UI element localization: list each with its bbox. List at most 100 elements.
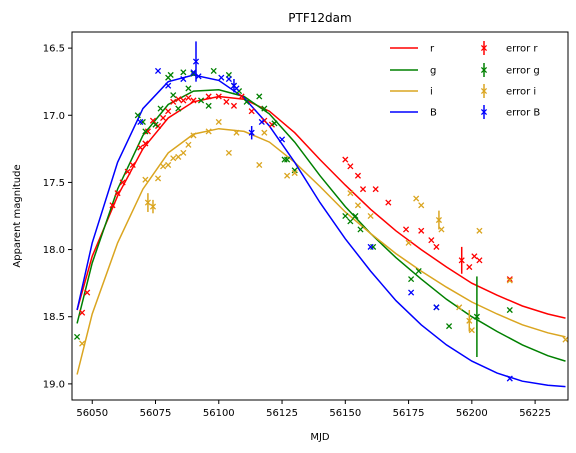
data-point (261, 105, 268, 112)
y-axis-label: Apparent magnitude (12, 164, 23, 267)
data-point (180, 75, 187, 83)
x-tick-label: 56075 (140, 408, 172, 419)
data-point (154, 175, 162, 182)
legend-marker-error-g (480, 66, 488, 74)
data-point (170, 98, 177, 105)
data-point (180, 149, 187, 156)
data-point (114, 190, 121, 197)
fit-curve-g (76, 89, 566, 362)
data-point (506, 306, 513, 314)
fit-curve-r (76, 95, 566, 319)
fit-curve-B (76, 74, 566, 388)
data-point (195, 73, 202, 80)
data-point (468, 327, 475, 334)
x-axis-label: MJD (310, 432, 330, 443)
data-point (418, 227, 425, 234)
series-error-B (137, 41, 513, 382)
data-point (291, 169, 298, 177)
data-point (284, 156, 291, 163)
data-point (562, 336, 568, 343)
data-point (347, 163, 354, 170)
data-point (476, 227, 483, 234)
data-point (367, 212, 374, 220)
data-point (175, 153, 182, 160)
series-error-i (79, 118, 568, 347)
data-point (359, 186, 367, 193)
data-point (215, 118, 222, 126)
data-point (258, 118, 265, 126)
legend-label-error-g: error g (506, 66, 540, 77)
data-point (142, 140, 149, 147)
data-point (205, 102, 212, 109)
legend-label-error-i: error i (506, 87, 536, 98)
data-point (261, 129, 268, 136)
data-point (372, 186, 379, 193)
y-tick-label: 18.5 (43, 312, 65, 323)
y-tick-label: 17.5 (43, 178, 65, 189)
data-point (175, 96, 182, 103)
x-tick-label: 56125 (266, 408, 298, 419)
data-point (175, 105, 182, 112)
data-point (428, 237, 435, 244)
data-point (284, 172, 291, 179)
data-point (466, 263, 473, 271)
data-point (137, 144, 144, 151)
data-point (256, 161, 263, 169)
data-point (271, 120, 278, 127)
data-point (347, 218, 354, 225)
data-point (144, 128, 151, 135)
data-point (473, 313, 480, 320)
data-point (144, 199, 151, 206)
data-point (233, 129, 240, 136)
data-point (347, 190, 354, 197)
data-point (185, 85, 192, 92)
data-point (506, 276, 513, 283)
y-tick-label: 18.0 (43, 245, 65, 256)
data-point (248, 108, 255, 115)
data-point (190, 97, 197, 104)
data-point (342, 156, 349, 163)
data-point (223, 98, 230, 105)
data-point (129, 161, 136, 169)
data-point (456, 304, 463, 311)
y-tick-label: 17.0 (43, 111, 65, 122)
data-point (238, 93, 245, 100)
data-point (205, 128, 212, 135)
data-point (152, 121, 159, 128)
data-point (281, 156, 288, 163)
data-point (248, 129, 255, 136)
data-point (180, 69, 187, 76)
data-point (385, 199, 392, 206)
data-point (180, 97, 187, 104)
x-tick-label: 56175 (393, 408, 425, 419)
data-point (205, 93, 212, 100)
legend-marker-error-i (480, 87, 488, 95)
plot-content (74, 41, 568, 388)
data-point (119, 179, 126, 186)
data-point (433, 304, 440, 311)
data-point (137, 118, 144, 126)
data-point (446, 323, 453, 330)
data-point (149, 203, 157, 210)
data-point (506, 277, 513, 284)
data-point (210, 67, 217, 75)
y-tick-label: 19.0 (43, 379, 65, 390)
data-point (413, 195, 420, 202)
data-point (225, 149, 232, 156)
data-point (185, 141, 192, 148)
data-point (367, 243, 374, 250)
legend-marker-error-B (480, 108, 488, 116)
legend-label-error-B: error B (506, 108, 540, 119)
data-point (139, 118, 146, 126)
legend-label-r: r (430, 44, 435, 55)
data-point (160, 163, 167, 170)
data-point (402, 226, 410, 233)
data-point (471, 253, 478, 260)
data-point (185, 94, 192, 101)
data-point (243, 98, 250, 105)
x-tick-label: 56200 (456, 408, 488, 419)
axis-ticks: 56050 56075 56100 56125 56150 56175 56200 56225… (43, 44, 551, 419)
data-point (466, 317, 473, 324)
data-point (142, 176, 149, 183)
